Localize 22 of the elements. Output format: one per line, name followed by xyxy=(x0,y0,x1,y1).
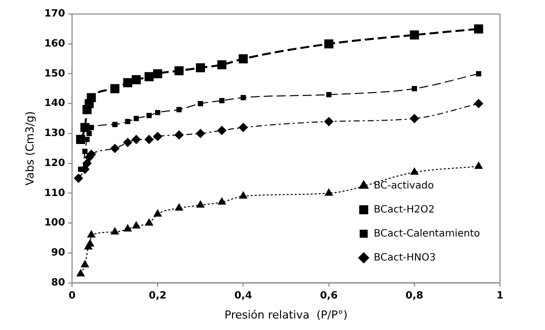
x-axis-title: Presión relativa (P/P°) xyxy=(224,308,348,322)
legend-label: BCact-HNO3 xyxy=(374,252,436,264)
x-tick-label: 0,4 xyxy=(234,290,252,302)
y-tick-label: 90 xyxy=(51,248,66,259)
y-tick-label: 160 xyxy=(44,38,66,50)
y-tick-label: 140 xyxy=(44,98,66,110)
x-tick-label: 0,6 xyxy=(320,290,338,302)
y-tick-label: 150 xyxy=(44,68,66,80)
y-tick-label: 80 xyxy=(51,277,66,288)
x-tick-label: 0,8 xyxy=(406,290,424,302)
legend-label: BC-activado xyxy=(374,180,434,192)
y-axis-title: Vabs (Cm3/g) xyxy=(23,111,36,186)
legend-label: BCact-H2O2 xyxy=(374,204,435,216)
y-tick-label: 110 xyxy=(44,188,66,199)
x-tick-label: 1 xyxy=(496,290,504,302)
y-tick-label: 130 xyxy=(44,128,66,140)
y-tick-label: 100 xyxy=(44,218,66,229)
y-tick-label: 120 xyxy=(44,158,66,169)
legend-label: BCact-Calentamiento xyxy=(374,228,480,240)
x-tick-label: 0,2 xyxy=(148,290,167,302)
y-tick-label: 170 xyxy=(44,8,66,20)
x-tick-label: 0 xyxy=(68,290,76,302)
